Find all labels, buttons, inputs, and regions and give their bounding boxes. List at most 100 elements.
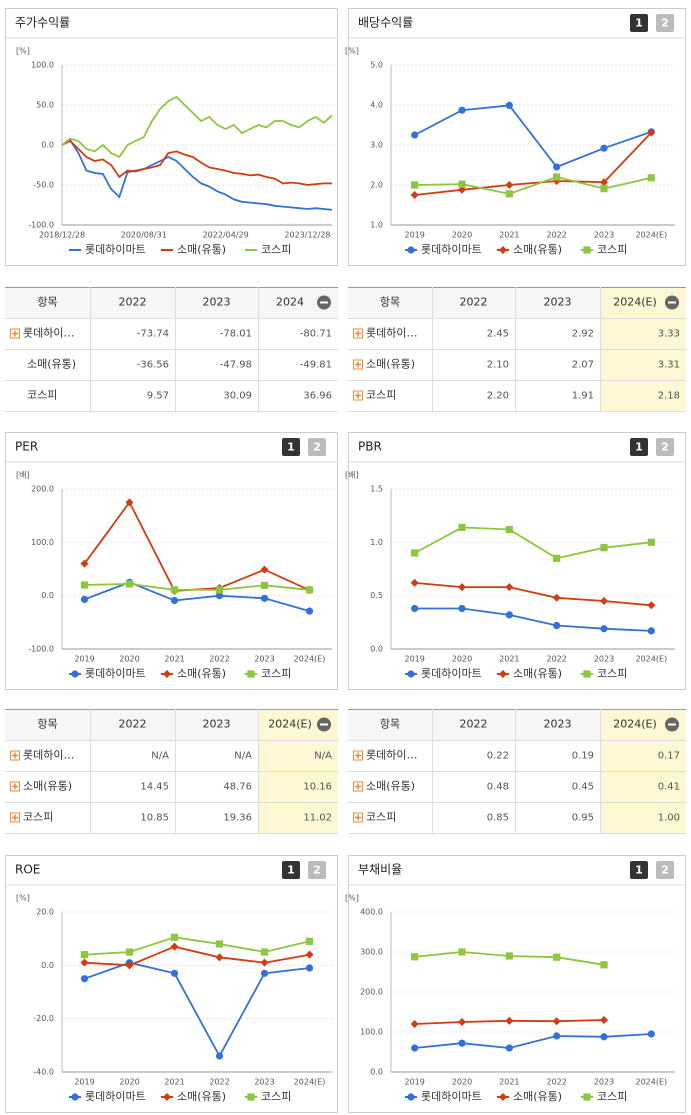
- y-tick-label: 1.0: [370, 538, 383, 547]
- series-line: [414, 176, 652, 195]
- table-cell: 2.18: [658, 391, 680, 402]
- series-line: [414, 1033, 652, 1049]
- table-cell: -47.98: [220, 360, 252, 371]
- data-point: [305, 950, 314, 959]
- page-button[interactable]: [656, 438, 674, 456]
- x-tick-label: 2021: [499, 655, 519, 664]
- table-cell: -80.71: [300, 329, 332, 340]
- x-tick-label: 2022: [209, 1078, 229, 1087]
- expand-icon-plus: [12, 752, 18, 759]
- y-tick-label: 2.0: [370, 181, 383, 190]
- x-tick-label: 2019: [74, 655, 94, 664]
- table-header: 2022: [119, 718, 147, 731]
- table-cell: 48.76: [223, 782, 252, 793]
- page-button[interactable]: [656, 861, 674, 879]
- legend-label: 소매(유통): [177, 1090, 226, 1103]
- page-button-label[interactable]: 1: [287, 441, 295, 454]
- table-cell: 2.07: [572, 360, 594, 371]
- page-button-label[interactable]: 2: [661, 17, 669, 30]
- y-tick-label: 5.0: [370, 61, 383, 70]
- legend-label: 소매(유통): [177, 667, 226, 680]
- page-button-label[interactable]: 2: [661, 441, 669, 454]
- x-tick-label: 2023/12/28: [284, 231, 330, 240]
- page-button-label[interactable]: 1: [287, 864, 295, 877]
- data-point: [215, 953, 224, 962]
- row-label: 소매(유통): [366, 780, 415, 793]
- legend-marker: [407, 246, 415, 254]
- series-line: [84, 581, 310, 612]
- page-button[interactable]: [308, 861, 326, 879]
- data-point: [553, 1032, 561, 1040]
- legend-label: 소매(유통): [513, 667, 562, 680]
- data-point: [458, 180, 466, 188]
- data-point: [125, 580, 134, 588]
- page-button[interactable]: [308, 438, 326, 456]
- y-tick-label: -20.0: [33, 1014, 54, 1023]
- unit-label: [%]: [16, 47, 30, 56]
- page-button-label[interactable]: 2: [313, 864, 321, 877]
- y-tick-label: 200.0: [360, 988, 383, 997]
- table-header: 2024(E): [613, 718, 657, 731]
- table-cell: 9.57: [147, 391, 169, 402]
- expand-icon-plus: [355, 330, 361, 337]
- chart-title: ROE: [15, 863, 40, 877]
- data-point: [170, 586, 179, 594]
- data-point: [458, 948, 466, 956]
- page-button-label[interactable]: 1: [635, 17, 643, 30]
- table-cell: 2.45: [487, 329, 509, 340]
- data-point: [553, 953, 561, 961]
- page-button[interactable]: [630, 438, 648, 456]
- data-point: [260, 594, 269, 602]
- legend-label: 코스피: [597, 243, 627, 256]
- panel: [5, 8, 338, 266]
- data-point: [411, 1044, 419, 1052]
- table-cell: 0.19: [572, 751, 594, 762]
- chart-title: PBR: [358, 440, 382, 454]
- data-point: [647, 128, 656, 137]
- data-point: [80, 595, 89, 604]
- x-tick-label: 2022: [546, 655, 566, 664]
- data-point: [458, 523, 466, 531]
- data-point: [600, 1016, 608, 1024]
- legend-marker: [583, 670, 591, 678]
- x-tick-label: 2024(E): [294, 1078, 326, 1087]
- data-point: [215, 586, 224, 594]
- data-point: [458, 604, 466, 613]
- series-line: [61, 138, 333, 211]
- table-cell: 0.22: [487, 751, 509, 762]
- legend-marker: [71, 1093, 79, 1101]
- table-cell: 3.33: [658, 329, 680, 340]
- data-point: [305, 607, 314, 615]
- series-line: [414, 104, 652, 169]
- page-button[interactable]: [282, 438, 300, 456]
- page-button-label[interactable]: 2: [661, 864, 669, 877]
- table-cell: 10.16: [303, 782, 332, 793]
- table-cell: 1.91: [572, 391, 594, 402]
- page-button[interactable]: [656, 14, 674, 32]
- page-button[interactable]: [282, 861, 300, 879]
- page-button-label[interactable]: 1: [635, 441, 643, 454]
- y-tick-label: 50.0: [36, 101, 54, 110]
- data-point: [552, 593, 561, 602]
- page-button[interactable]: [630, 861, 648, 879]
- page-button[interactable]: [630, 14, 648, 32]
- x-tick-label: 2023: [594, 231, 614, 240]
- data-point: [410, 1020, 419, 1028]
- data-point: [505, 583, 514, 592]
- x-tick-label: 2021: [499, 1078, 519, 1087]
- y-tick-label: 0.0: [41, 141, 54, 150]
- unit-label: [%]: [16, 894, 30, 903]
- y-tick-label: 0.0: [41, 591, 54, 600]
- table-cell: 10.85: [140, 813, 169, 824]
- series-line: [414, 131, 652, 196]
- x-tick-label: 2020: [119, 1078, 139, 1087]
- page-button-label[interactable]: 2: [313, 441, 321, 454]
- row-label: 소매(유통): [23, 780, 72, 793]
- expand-icon-plus: [355, 392, 361, 399]
- x-tick-label: 2019: [404, 1078, 424, 1087]
- panel: [5, 432, 338, 690]
- y-tick-label: 400.0: [360, 908, 383, 917]
- series-line: [84, 582, 310, 591]
- page-button-label[interactable]: 1: [635, 864, 643, 877]
